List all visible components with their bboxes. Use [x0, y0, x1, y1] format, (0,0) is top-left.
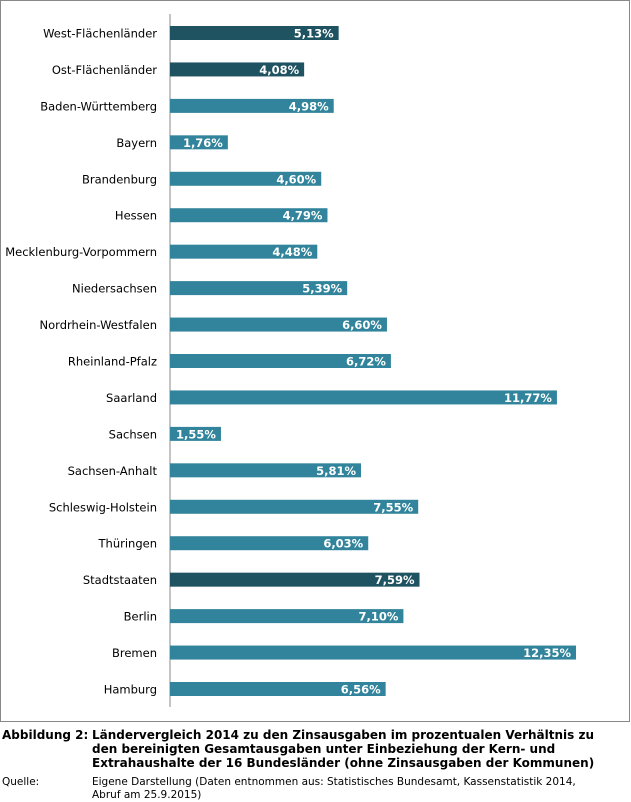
value-label: 7,10% — [359, 610, 399, 624]
category-label: Stadtstaaten — [83, 573, 157, 587]
category-label: Bayern — [116, 136, 157, 150]
category-label: Ost-Flächenländer — [52, 63, 157, 77]
category-label: West-Flächenländer — [43, 27, 157, 41]
chart: West-Flächenländer 5,13% Ost-Flächenländer… — [0, 0, 630, 722]
source-text: Eigene Darstellung (Daten entnommen aus:… — [92, 776, 576, 801]
value-label: 12,35% — [523, 646, 571, 660]
value-label: 5,81% — [316, 464, 356, 478]
category-label: Sachsen — [109, 427, 157, 441]
category-label: Hessen — [115, 209, 157, 223]
bar — [170, 390, 557, 405]
category-label: Saarland — [106, 391, 157, 405]
category-label: Brandenburg — [82, 172, 157, 186]
bar — [170, 208, 328, 223]
value-label: 5,39% — [302, 282, 342, 296]
category-label: Niedersachsen — [72, 282, 157, 296]
value-label: 4,79% — [283, 209, 323, 223]
chart-border — [0, 0, 630, 722]
category-label: Thüringen — [98, 537, 157, 551]
source-label: Quelle: — [2, 776, 40, 788]
value-label: 5,13% — [294, 27, 334, 41]
bar — [170, 682, 386, 696]
value-label: 4,98% — [289, 99, 329, 113]
bar — [170, 645, 576, 660]
category-label: Bremen — [112, 646, 157, 660]
category-label: Sachsen-Anhalt — [68, 464, 158, 478]
value-label: 7,55% — [373, 500, 413, 514]
bar — [170, 135, 228, 150]
bar — [170, 317, 387, 332]
bar — [170, 499, 419, 514]
value-label: 6,60% — [342, 318, 382, 332]
bar — [170, 354, 391, 368]
bar — [170, 281, 348, 296]
value-label: 6,03% — [323, 537, 363, 551]
value-label: 1,76% — [183, 136, 223, 150]
bar — [170, 26, 339, 40]
category-label: Mecklenburg-Vorpommern — [5, 245, 157, 259]
bar — [170, 426, 221, 441]
bar — [170, 244, 318, 259]
bar — [170, 98, 334, 113]
category-label: Nordrhein-Westfalen — [40, 318, 157, 332]
category-label: Berlin — [124, 610, 157, 624]
category-label: Baden-Württemberg — [40, 99, 157, 113]
bar — [170, 62, 305, 77]
caption-text: Ländervergleich 2014 zu den Zinsausgaben… — [92, 728, 595, 770]
value-label: 6,56% — [341, 683, 381, 697]
bar — [170, 536, 369, 551]
category-label: Hamburg — [104, 683, 157, 697]
value-label: 4,48% — [272, 245, 312, 259]
value-label: 7,59% — [375, 573, 415, 587]
value-label: 4,60% — [276, 172, 316, 186]
bar — [170, 463, 362, 478]
category-label: Schleswig-Holstein — [49, 500, 157, 514]
value-label: 6,72% — [346, 355, 386, 369]
value-label: 1,55% — [176, 427, 216, 441]
value-label: 4,08% — [259, 63, 299, 77]
bar — [170, 572, 420, 587]
bar — [170, 171, 322, 186]
value-label: 11,77% — [504, 391, 552, 405]
category-label: Rheinland-Pfalz — [68, 355, 157, 369]
caption-label: Abbildung 2: — [2, 728, 89, 742]
bar — [170, 609, 404, 624]
